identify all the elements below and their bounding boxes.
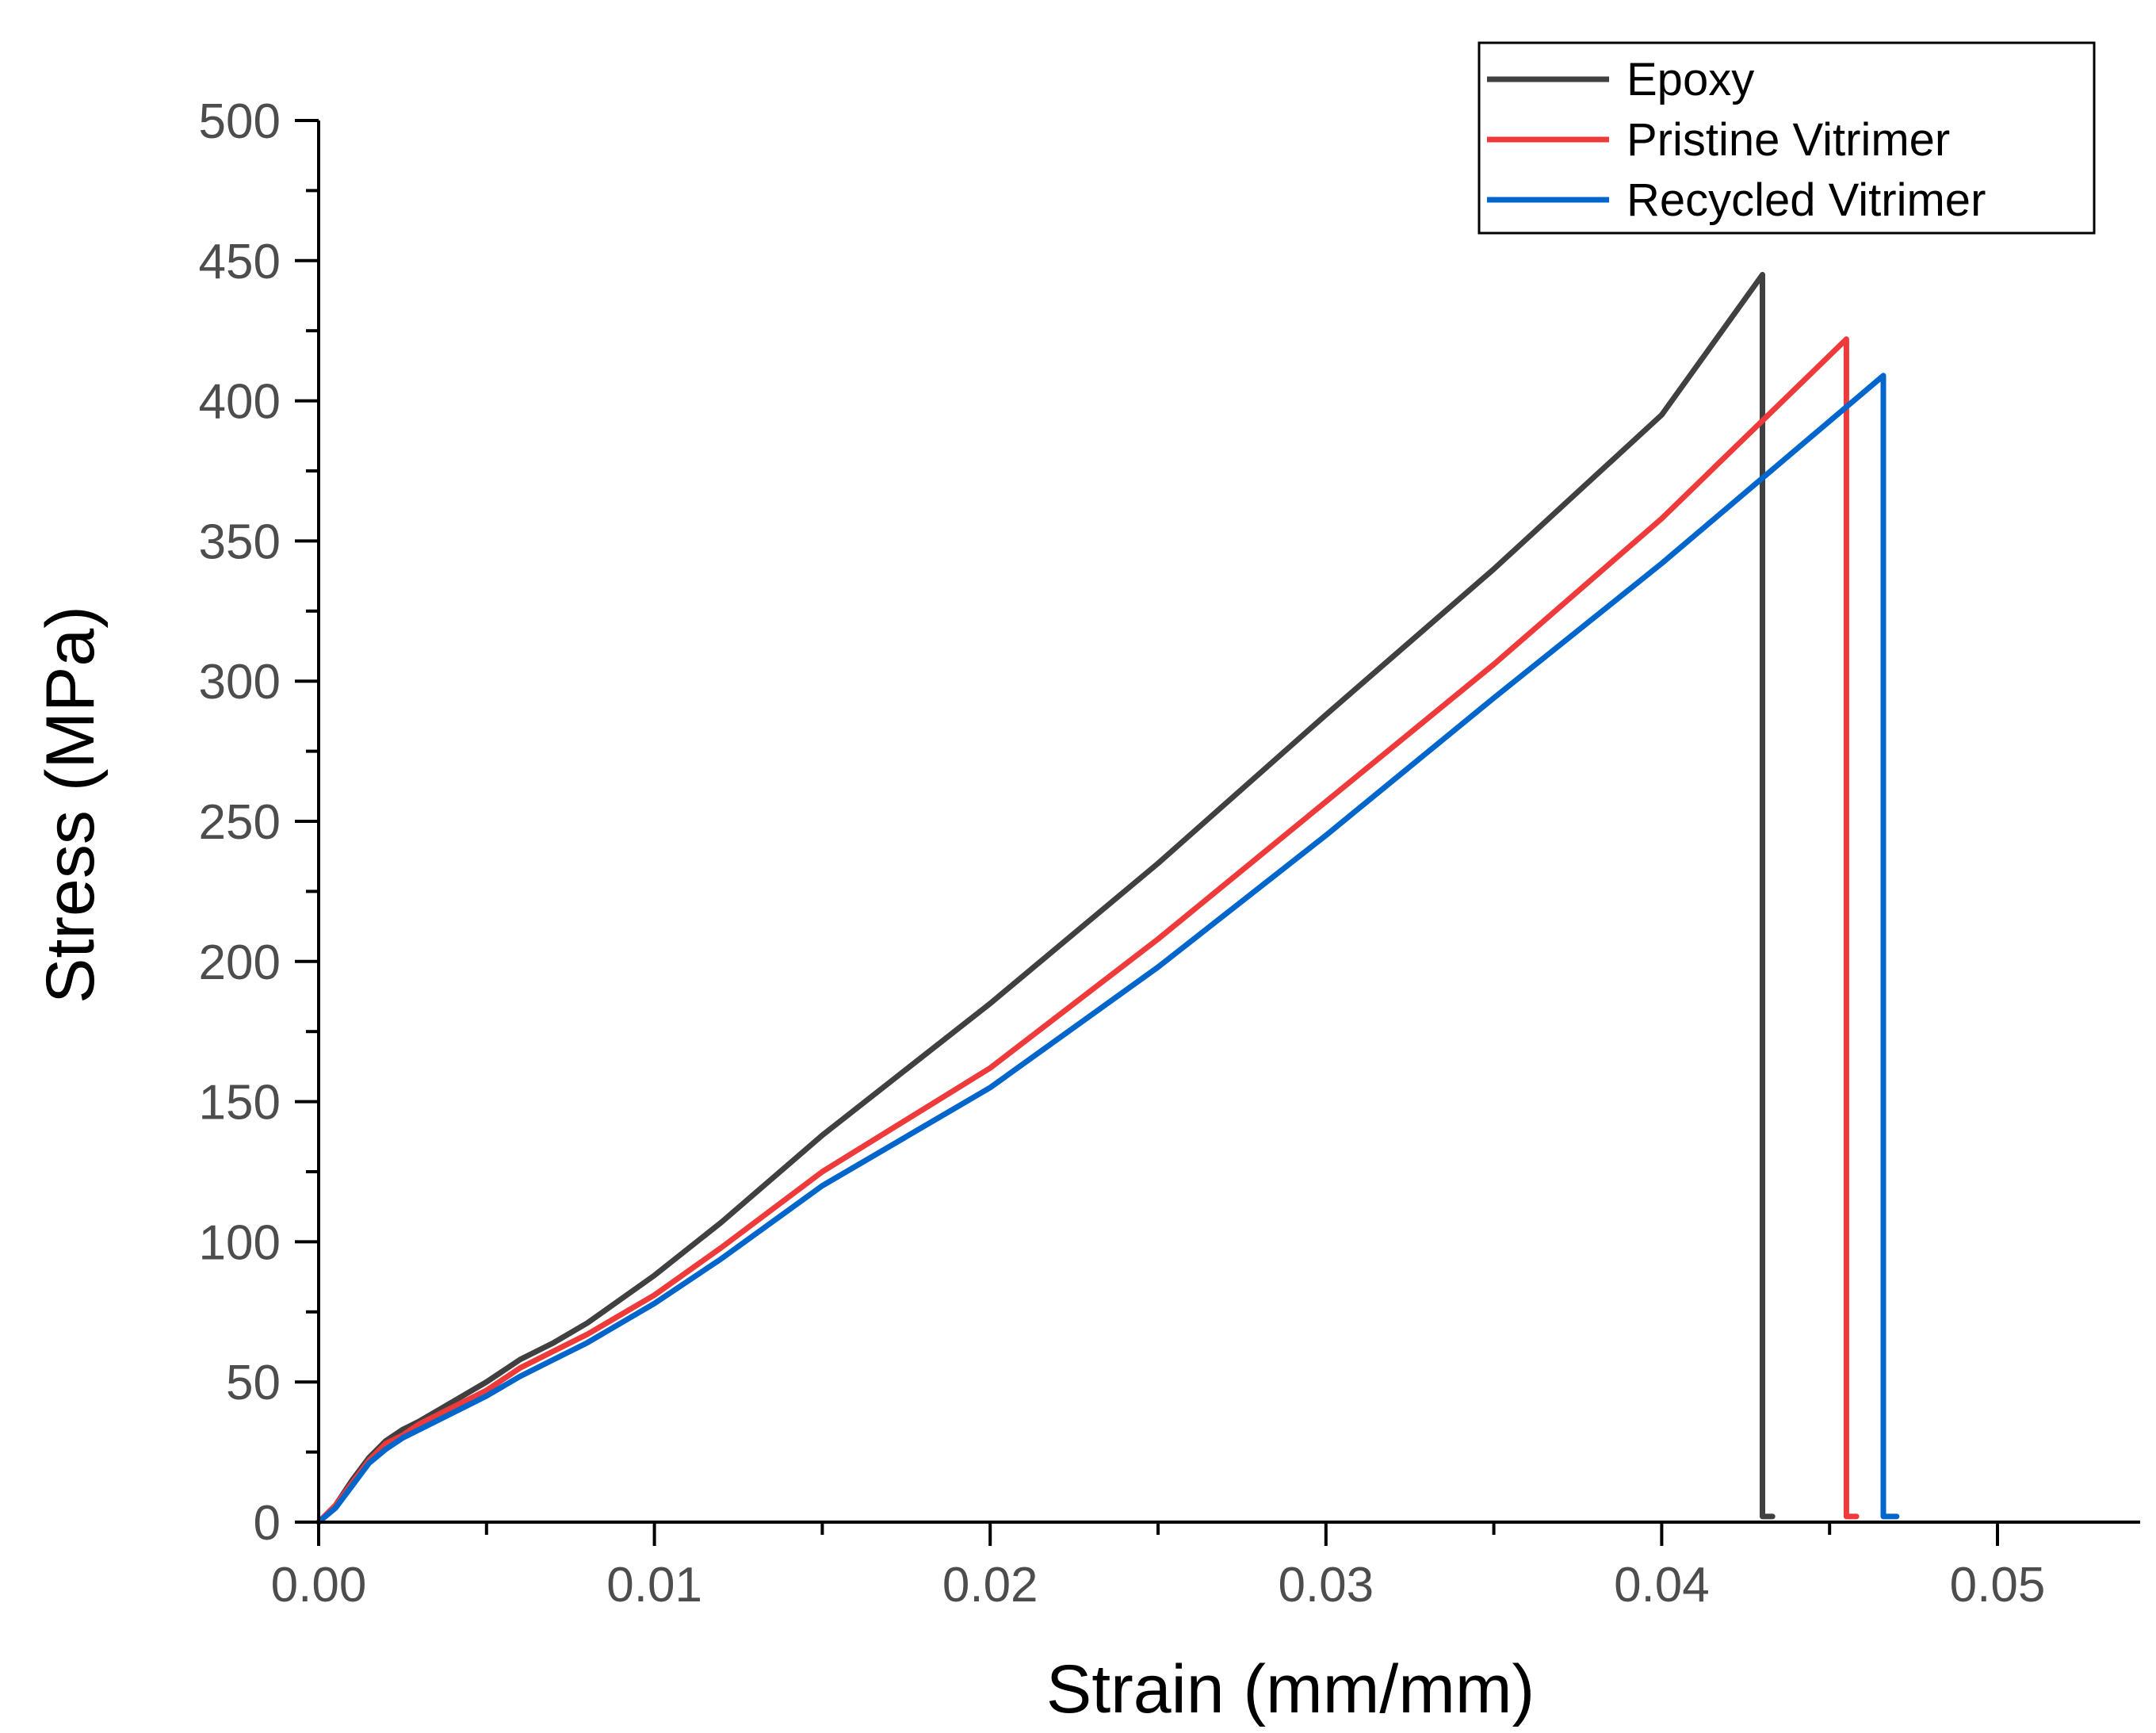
x-tick-label: 0.01 (606, 1558, 702, 1612)
y-tick-label: 250 (199, 795, 281, 850)
y-tick-label: 100 (199, 1215, 281, 1270)
y-tick-label: 0 (254, 1496, 281, 1551)
y-tick-label: 200 (199, 935, 281, 990)
series-layer (315, 272, 1900, 1525)
y-axis-title: Stress (MPa) (32, 606, 109, 1004)
series-line-recycled-vitrimer (315, 373, 1900, 1525)
y-tick-label: 150 (199, 1076, 281, 1130)
y-tick-label: 50 (226, 1356, 281, 1410)
y-tick-label: 450 (199, 235, 281, 289)
x-tick-label: 0.04 (1614, 1558, 1710, 1612)
x-tick-label: 0.02 (942, 1558, 1038, 1612)
y-tick-label: 400 (199, 375, 281, 430)
legend: Epoxy Pristine Vitrimer Recycled Vitrime… (1477, 41, 2096, 235)
x-axis-ticks: 0.00 0.01 0.02 0.03 0.04 0.05 (271, 1522, 2046, 1612)
x-axis-title: Strain (mm/mm) (1046, 1651, 1535, 1727)
series-line-pristine-vitrimer (315, 336, 1860, 1525)
y-tick-label: 350 (199, 515, 281, 569)
y-axis-ticks: 0 50 100 150 200 250 300 350 400 450 500 (199, 94, 319, 1551)
legend-label-pristine-vitrimer: Pristine Vitrimer (1627, 114, 1950, 166)
y-tick-label: 300 (199, 655, 281, 710)
y-tick-label: 500 (199, 94, 281, 149)
x-tick-label: 0.00 (271, 1558, 367, 1612)
legend-label-recycled-vitrimer: Recycled Vitrimer (1627, 174, 1986, 226)
x-tick-label: 0.03 (1278, 1558, 1374, 1612)
x-tick-label: 0.05 (1950, 1558, 2046, 1612)
legend-label-epoxy: Epoxy (1627, 54, 1754, 105)
